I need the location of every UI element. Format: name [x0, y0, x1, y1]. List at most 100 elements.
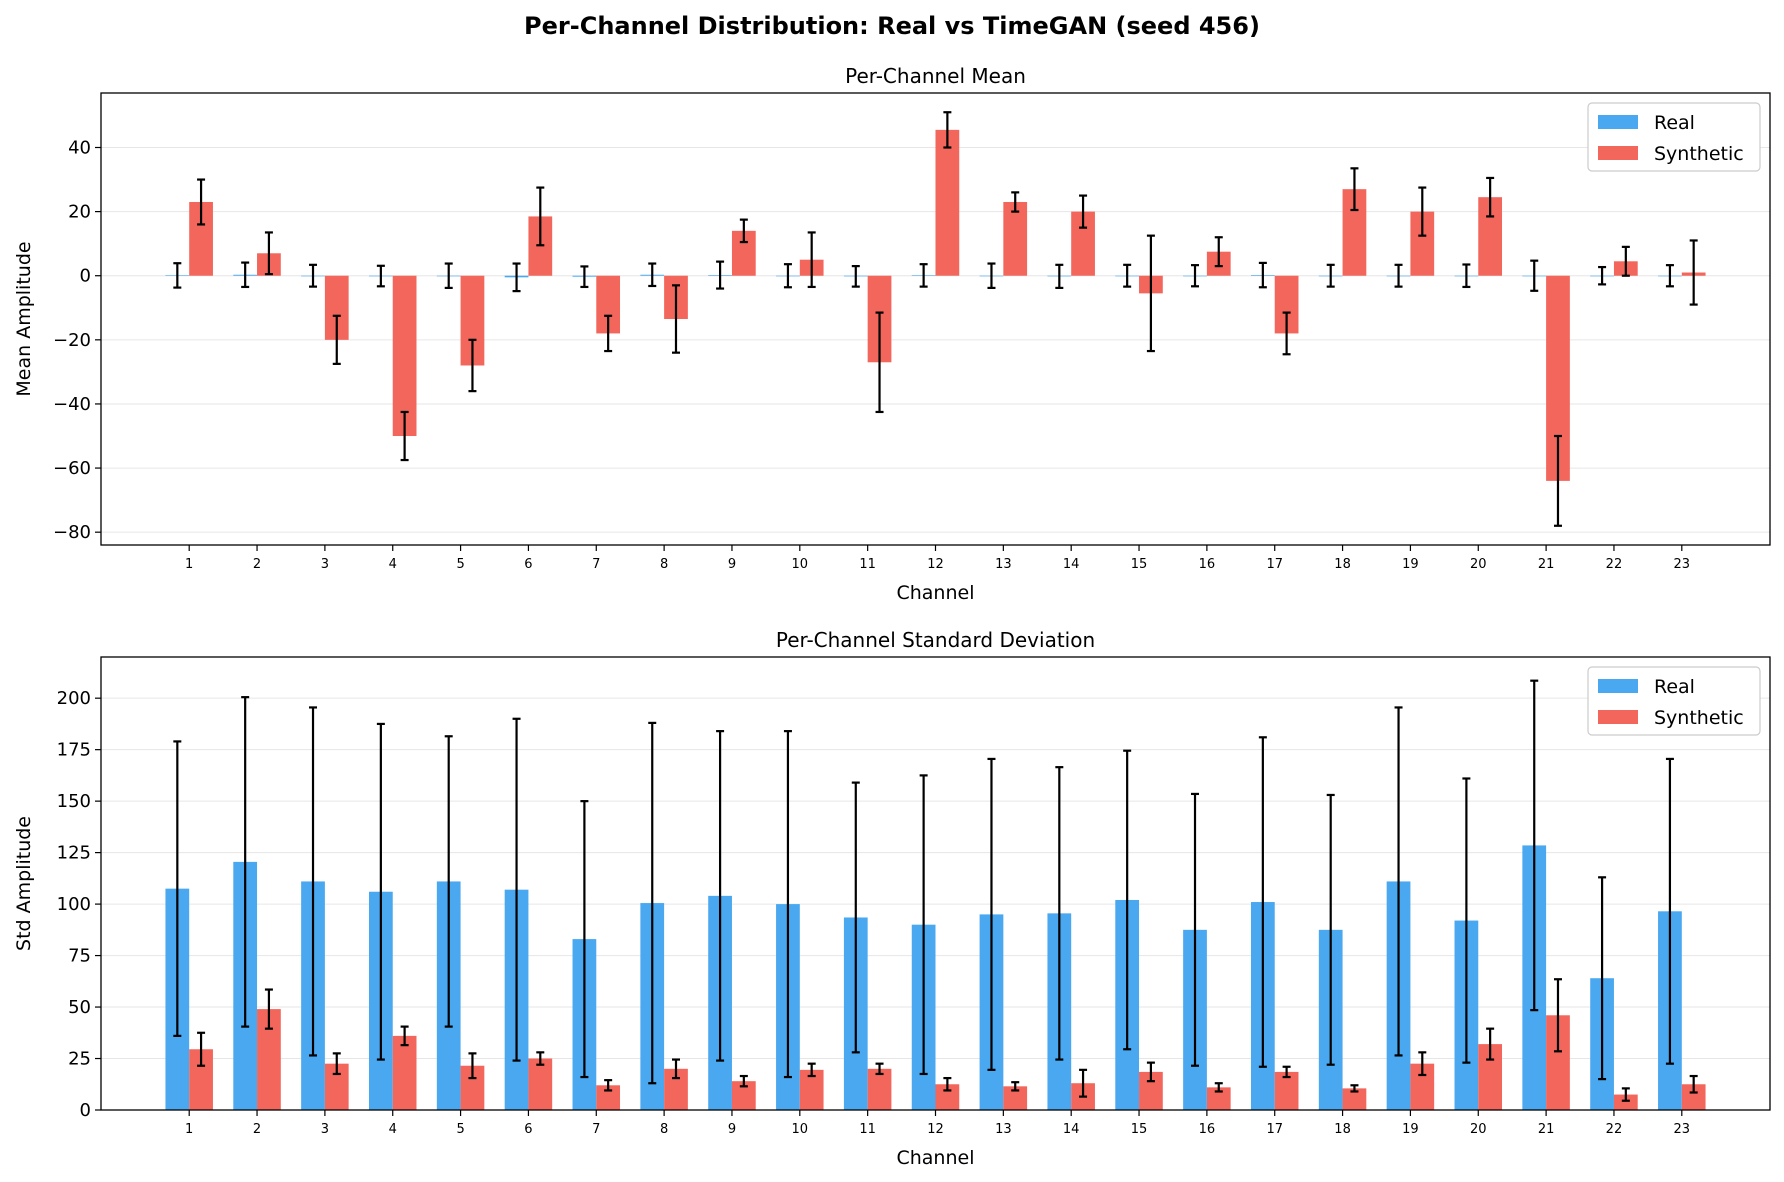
legend-swatch-synthetic [1598, 146, 1638, 160]
bar-synthetic-ch5 [460, 275, 485, 366]
chart-title: Per-Channel Mean [845, 64, 1026, 88]
y-axis-label: Mean Amplitude [13, 241, 35, 396]
y-tick-label: −80 [53, 522, 91, 543]
errorbar-real-ch5 [444, 262, 453, 290]
errorbar-synthetic-ch11 [875, 311, 884, 414]
legend-label-real: Real [1654, 676, 1695, 698]
bar-synthetic-ch21 [1546, 275, 1570, 481]
x-axis-label: Channel [896, 582, 974, 604]
bar-synthetic-ch10 [799, 1069, 824, 1110]
errorbar-synthetic-ch12 [943, 1076, 952, 1092]
figure-title: Per-Channel Distribution: Real vs TimeGA… [524, 12, 1260, 40]
errorbar-synthetic-ch3 [332, 314, 341, 365]
errorbar-synthetic-ch7 [604, 314, 613, 353]
errorbar-real-ch11 [851, 265, 860, 288]
x-tick-label: 13 [995, 557, 1012, 572]
x-axis-label: Channel [896, 1147, 974, 1169]
bar-synthetic-ch22 [1613, 1094, 1638, 1110]
errorbar-synthetic-ch15 [1146, 1061, 1155, 1083]
errorbar-synthetic-ch18 [1350, 167, 1359, 212]
errorbar-real-ch1 [173, 262, 182, 289]
y-tick-label: −60 [53, 458, 91, 479]
errorbar-real-ch11 [851, 781, 860, 1054]
errorbar-synthetic-ch3 [332, 1052, 341, 1076]
y-tick-label: 100 [57, 894, 91, 915]
errorbar-real-ch16 [1191, 792, 1200, 1067]
bar-synthetic-ch16 [1206, 1087, 1231, 1110]
errorbar-real-ch6 [512, 717, 521, 1062]
errorbar-real-ch21 [1530, 679, 1539, 1012]
x-tick-label: 14 [1063, 1122, 1080, 1137]
errorbar-synthetic-ch19 [1418, 1051, 1427, 1077]
x-tick-label: 1 [185, 557, 193, 572]
bar-synthetic-ch1 [189, 1049, 213, 1110]
y-tick-label: 150 [57, 791, 91, 812]
errorbar-real-ch20 [1462, 777, 1471, 1064]
bar-synthetic-ch8 [664, 1068, 688, 1110]
y-tick-label: 125 [57, 843, 91, 864]
errorbar-synthetic-ch9 [739, 1074, 748, 1088]
y-tick-label: 20 [68, 202, 91, 223]
bar-synthetic-ch9 [731, 1081, 756, 1110]
x-tick-label: 2 [253, 557, 261, 572]
bar-synthetic-ch19 [1410, 1063, 1435, 1110]
errorbar-synthetic-ch21 [1553, 434, 1562, 527]
errorbar-real-ch22 [1598, 876, 1607, 1081]
x-tick-label: 5 [456, 557, 464, 572]
bar-synthetic-ch7 [596, 1085, 621, 1110]
bar-synthetic-ch5 [460, 1065, 485, 1110]
chart-title: Per-Channel Standard Deviation [776, 628, 1095, 652]
legend-label-real: Real [1654, 112, 1695, 134]
x-tick-label: 8 [660, 557, 668, 572]
bar-synthetic-ch18 [1342, 189, 1367, 276]
y-tick-label: 25 [68, 1049, 91, 1070]
x-tick-label: 7 [592, 1122, 600, 1137]
x-tick-label: 15 [1131, 557, 1148, 572]
x-tick-label: 14 [1063, 557, 1080, 572]
errorbar-real-ch8 [648, 262, 657, 288]
errorbar-synthetic-ch23 [1689, 1074, 1698, 1094]
errorbar-real-ch12 [919, 263, 928, 288]
bar-synthetic-ch23 [1681, 1084, 1706, 1110]
errorbar-synthetic-ch7 [604, 1079, 613, 1092]
y-axis-label: Std Amplitude [13, 816, 35, 951]
errorbar-real-ch10 [783, 263, 792, 289]
bar-synthetic-ch20 [1478, 1044, 1503, 1110]
x-tick-label: 4 [389, 557, 397, 572]
x-tick-label: 17 [1266, 557, 1283, 572]
errorbar-real-ch8 [648, 721, 657, 1085]
x-tick-label: 22 [1606, 1122, 1623, 1137]
x-tick-label: 7 [592, 557, 600, 572]
errorbar-real-ch14 [1055, 263, 1064, 290]
bar-synthetic-ch17 [1274, 1071, 1299, 1110]
bar-synthetic-ch9 [731, 230, 756, 276]
errorbar-real-ch23 [1665, 757, 1674, 1065]
legend-swatch-real [1598, 115, 1638, 129]
x-tick-label: 21 [1538, 1122, 1555, 1137]
x-tick-label: 18 [1334, 1122, 1351, 1137]
bar-synthetic-ch13 [1003, 201, 1028, 276]
legend: Real Synthetic [1587, 102, 1761, 172]
legend-label-synthetic: Synthetic [1654, 707, 1744, 729]
bar-synthetic-ch18 [1342, 1088, 1367, 1110]
y-tick-label: 175 [57, 740, 91, 761]
errorbar-synthetic-ch16 [1214, 1082, 1223, 1093]
bar-synthetic-ch6 [528, 1058, 553, 1110]
legend-swatch-synthetic [1598, 710, 1638, 724]
x-tick-label: 8 [660, 1122, 668, 1137]
errorbar-real-ch20 [1462, 263, 1471, 289]
x-tick-label: 1 [185, 1122, 193, 1137]
y-tick-label: 0 [80, 266, 91, 287]
errorbar-synthetic-ch10 [807, 1062, 816, 1078]
x-tick-label: 19 [1402, 557, 1419, 572]
errorbar-synthetic-ch19 [1418, 186, 1427, 237]
errorbar-synthetic-ch6 [536, 1051, 545, 1066]
x-tick-label: 20 [1470, 1122, 1487, 1137]
errorbar-synthetic-ch8 [671, 284, 680, 354]
errorbar-synthetic-ch22 [1621, 245, 1630, 277]
bar-synthetic-ch14 [1071, 211, 1095, 276]
x-tick-label: 22 [1606, 557, 1623, 572]
errorbar-synthetic-ch4 [400, 410, 409, 462]
